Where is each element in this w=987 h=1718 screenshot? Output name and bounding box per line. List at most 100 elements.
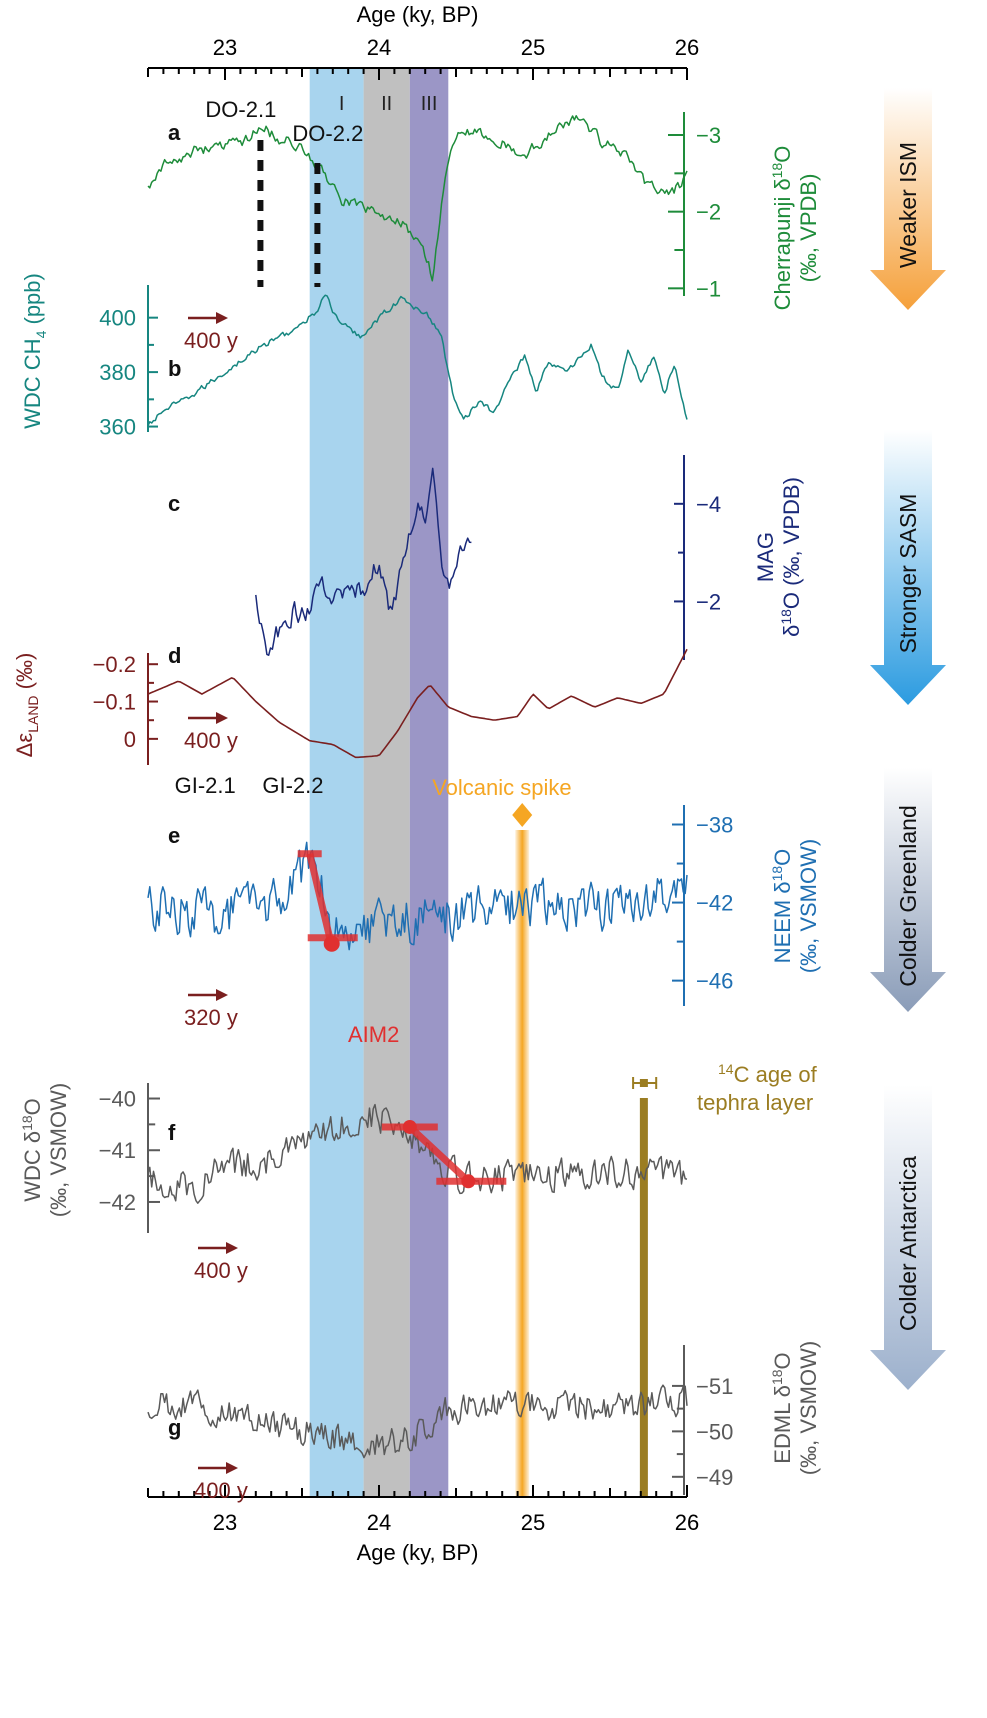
transition-point-e: [323, 935, 340, 952]
y-axis-title-line: MAG: [753, 532, 778, 582]
y-axis-title-line: δ18O (‰, VPDB): [778, 477, 804, 637]
y-axis-title-line: NEEM δ18O: [769, 849, 795, 964]
y-tick-label-g: −50: [696, 1419, 733, 1444]
interval-band-II: [363, 68, 410, 1497]
event-label-DO-2.1: DO-2.1: [205, 97, 276, 122]
x-axis-top-tick-label: 24: [367, 35, 391, 60]
lag-label-g: 400 y: [194, 1478, 248, 1503]
tephra-label: 14C age of: [718, 1061, 818, 1087]
y-tick-label-c: −2: [696, 589, 721, 614]
side-arrow-label-2: Colder Greenland: [895, 805, 921, 987]
y-axis-title-a: Cherrapunji δ18O(‰, VPDB): [769, 146, 821, 311]
event-label-GI-2.2: GI-2.2: [262, 773, 323, 798]
y-axis-title-line: (‰, VSMOW): [796, 839, 821, 973]
y-axis-title-b: WDC CH4 (ppb): [20, 273, 49, 429]
y-tick-label-c: −4: [696, 492, 721, 517]
y-tick-label-f: −41: [99, 1138, 136, 1163]
panel-b: 360 380 400 b WDC CH4 (ppb) 400 y: [20, 273, 688, 440]
y-axis-title-g: EDML δ18O (‰, VSMOW): [769, 1341, 821, 1475]
y-tick-label-b: 360: [99, 415, 136, 440]
x-axis-bottom: 23 24 25 26 Age (ky, BP): [147, 1485, 699, 1565]
y-tick-label-d: −0.2: [93, 652, 136, 677]
transition-point-f: [402, 1119, 417, 1134]
transition-line-f: [407, 1124, 471, 1184]
panel-e: −38 −42 −46 e NEEM δ18O (‰, VSMOW) 320 y GI-2.1…: [147, 773, 821, 1030]
y-tick-label-d: −0.1: [93, 690, 136, 715]
lag-arrowhead-b: [216, 312, 228, 324]
side-arrow-label-1: Stronger SASM: [895, 494, 921, 654]
lag-label-d: 400 y: [184, 728, 238, 753]
x-axis-bottom-tick-label: 26: [675, 1510, 699, 1535]
panel-letter-e: e: [168, 823, 180, 848]
panel-letter-b: b: [168, 356, 181, 381]
series-line-c: [255, 467, 472, 656]
interval-label-II: II: [381, 93, 392, 115]
x-axis-bottom-tick-label: 24: [367, 1510, 391, 1535]
y-tick-label-b: 380: [99, 360, 136, 385]
y-axis-title-line: (‰, VSMOW): [46, 1083, 71, 1217]
y-tick-label-a: −2: [696, 200, 721, 225]
x-axis-bottom-title: Age (ky, BP): [357, 1540, 479, 1565]
lag-arrowhead-d: [216, 712, 228, 724]
tephra-age-point: [639, 1079, 648, 1087]
x-axis-top-tick-label: 26: [675, 35, 699, 60]
y-axis-title-line: Cherrapunji δ18O: [769, 146, 795, 311]
series-line-g: [147, 1384, 688, 1459]
series-line-d: [147, 648, 688, 759]
y-axis-title-line: WDC CH4 (ppb): [20, 273, 49, 429]
y-tick-label-a: −3: [696, 123, 721, 148]
series-line-e: [147, 841, 688, 951]
side-arrow-label-3: Colder Antarctica: [895, 1156, 921, 1331]
side-arrows: Weaker ISM Stronger SASM Colder Greenland C…: [870, 88, 946, 1390]
lag-arrowhead-e: [216, 989, 228, 1001]
lag-arrowhead-f: [226, 1242, 238, 1254]
event-label-GI-2.1: GI-2.1: [175, 773, 236, 798]
y-tick-label-f: −40: [99, 1087, 136, 1112]
tephra-label-line2: tephra layer: [697, 1090, 813, 1115]
y-tick-label-e: −42: [696, 891, 733, 916]
y-axis-title-f: WDC δ18O (‰, VSMOW): [19, 1083, 71, 1217]
lag-label-f: 400 y: [194, 1258, 248, 1283]
panel-f: −40 −41 −42 f WDC δ18O (‰, VSMOW) 400 y AIM2: [19, 1022, 688, 1283]
y-tick-label-g: −49: [696, 1465, 733, 1490]
lag-label-e: 320 y: [184, 1005, 238, 1030]
series-line-a: [147, 115, 688, 282]
volcanic-spike-marker: [512, 803, 533, 827]
volcanic-spike-label: Volcanic spike: [432, 775, 571, 800]
panel-letter-a: a: [168, 120, 181, 145]
y-axis-title-line: WDC δ18O: [19, 1098, 45, 1202]
panel-d: −0.2 −0.1 0 d ΔεLAND (‰) 400 y: [12, 643, 688, 765]
transition-point-f: [461, 1174, 476, 1189]
annotation-f: AIM2: [348, 1022, 399, 1047]
interval-band-I: [309, 68, 364, 1497]
side-arrow-3: [870, 1085, 946, 1390]
y-tick-label-e: −46: [696, 969, 733, 994]
shaded-intervals: I II III: [309, 68, 449, 1497]
transition-line-e: [306, 852, 334, 939]
panel-g: −49 −50 −51 g EDML δ18O (‰, VSMOW) 400 y: [147, 1341, 821, 1503]
y-axis-title-line: (‰, VSMOW): [796, 1341, 821, 1475]
panel-a: −3 −2 −1 a Cherrapunji δ18O(‰, VPDB) DO-2.1 DO…: [147, 97, 821, 311]
y-tick-label-g: −51: [696, 1374, 733, 1399]
side-arrow-2: [870, 768, 946, 1012]
interval-label-III: III: [421, 93, 438, 115]
side-arrow-0: [870, 88, 946, 310]
x-axis-top-tick-label: 23: [213, 35, 237, 60]
y-axis-title-line: EDML δ18O: [769, 1352, 795, 1463]
side-arrow-label-0: Weaker ISM: [895, 142, 921, 268]
x-axis-bottom-tick-label: 25: [521, 1510, 545, 1535]
x-axis-bottom-tick-label: 23: [213, 1510, 237, 1535]
interval-band-III: [409, 68, 449, 1497]
lag-label-b: 400 y: [184, 328, 238, 353]
panel-letter-d: d: [168, 643, 181, 668]
y-tick-label-f: −42: [99, 1190, 136, 1215]
panel-letter-f: f: [168, 1120, 176, 1145]
x-axis-top-title: Age (ky, BP): [357, 2, 479, 27]
y-axis-title-line: ΔεLAND (‰): [12, 653, 41, 758]
x-axis-top-tick-label: 25: [521, 35, 545, 60]
y-tick-label-b: 400: [99, 306, 136, 331]
x-axis-top: 23 24 25 26 Age (ky, BP): [147, 2, 699, 80]
